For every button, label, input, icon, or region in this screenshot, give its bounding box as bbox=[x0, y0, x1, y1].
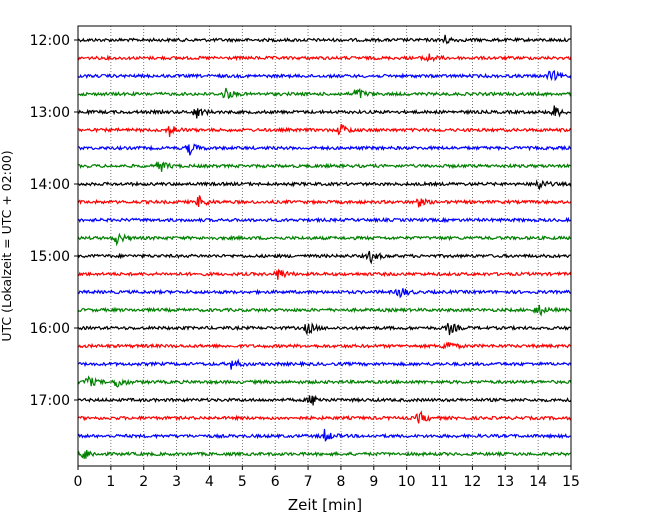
trace-row bbox=[77, 232, 572, 247]
x-tick-label: 8 bbox=[336, 474, 345, 490]
trace-row bbox=[77, 250, 571, 265]
trace-row bbox=[77, 428, 572, 442]
trace-row bbox=[77, 69, 572, 82]
y-axis-ticks: 12:00 13:00 14:00 15:00 16:00 17:00 bbox=[30, 33, 78, 409]
y-tick-label: 13:00 bbox=[30, 105, 70, 121]
x-tick-label: 11 bbox=[431, 474, 449, 490]
trace-row bbox=[77, 394, 572, 406]
trace-row bbox=[77, 105, 572, 119]
trace-row bbox=[77, 304, 572, 317]
trace-row bbox=[77, 341, 572, 350]
trace-row bbox=[77, 288, 572, 299]
x-tick-label: 0 bbox=[74, 474, 83, 490]
trace-row bbox=[77, 53, 572, 63]
trace-row bbox=[77, 268, 572, 280]
y-tick-label: 15:00 bbox=[30, 249, 70, 265]
plot-frame bbox=[77, 25, 572, 467]
trace-row bbox=[77, 375, 572, 388]
x-axis-ticks: 0 1 2 3 4 5 6 7 8 9 10 11 12 13 14 15 bbox=[74, 466, 580, 490]
x-tick-label: 3 bbox=[172, 474, 181, 490]
y-tick-label: 16:00 bbox=[30, 321, 70, 337]
x-axis-label: Zeit [min] bbox=[288, 496, 362, 514]
x-tick-label: 15 bbox=[562, 474, 580, 490]
trace-row bbox=[78, 161, 572, 172]
trace-row bbox=[77, 34, 572, 45]
x-tick-label: 12 bbox=[463, 474, 481, 490]
x-tick-label: 13 bbox=[496, 474, 514, 490]
x-tick-label: 5 bbox=[238, 474, 247, 490]
x-tick-label: 2 bbox=[139, 474, 148, 490]
y-tick-label: 17:00 bbox=[30, 393, 70, 409]
x-tick-label: 7 bbox=[304, 474, 313, 490]
y-tick-label: 12:00 bbox=[30, 33, 70, 49]
trace-row bbox=[77, 410, 572, 424]
seismic-traces bbox=[77, 34, 572, 459]
x-tick-label: 9 bbox=[369, 474, 378, 490]
trace-row bbox=[77, 449, 572, 459]
x-tick-label: 1 bbox=[106, 474, 115, 490]
y-axis-label: UTC (Lokalzeit = UTC + 02:00) bbox=[0, 150, 14, 341]
grid-lines bbox=[110, 26, 539, 466]
trace-row bbox=[77, 322, 572, 336]
trace-row bbox=[77, 123, 572, 137]
x-tick-label: 6 bbox=[271, 474, 280, 490]
trace-row bbox=[78, 216, 572, 224]
trace-row bbox=[77, 195, 572, 208]
x-tick-label: 10 bbox=[398, 474, 416, 490]
y-tick-label: 14:00 bbox=[30, 177, 70, 193]
trace-row bbox=[78, 143, 572, 156]
trace-row bbox=[77, 358, 572, 370]
x-tick-label: 4 bbox=[205, 474, 214, 490]
x-tick-label: 14 bbox=[529, 474, 547, 490]
trace-row bbox=[77, 179, 572, 191]
trace-row bbox=[77, 87, 572, 100]
